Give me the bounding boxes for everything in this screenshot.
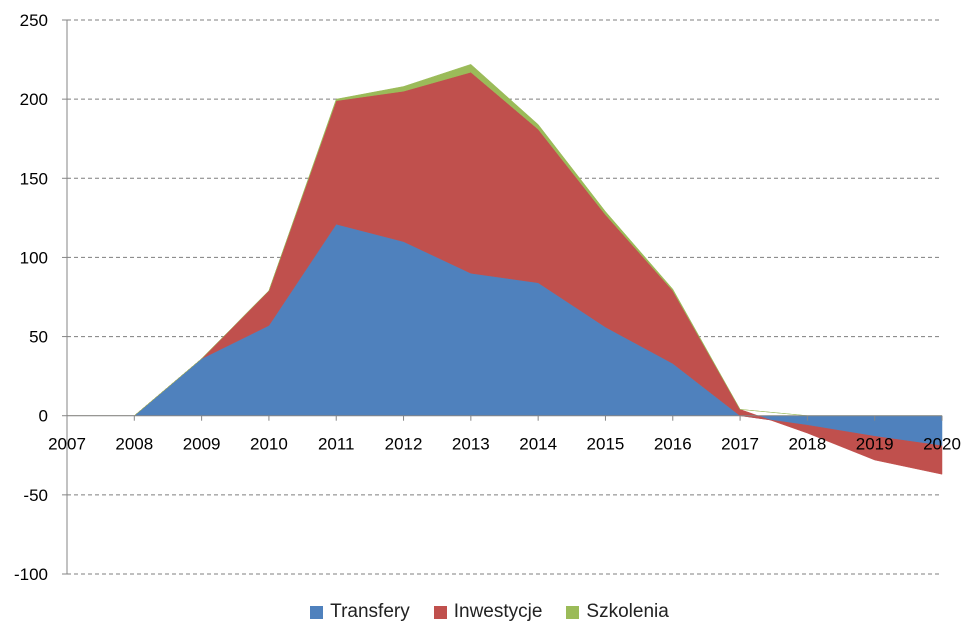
x-tick-label-4: 2011	[318, 435, 355, 454]
legend-swatch-inwestycje	[433, 605, 447, 619]
y-tick-label-5: 150	[20, 169, 48, 188]
x-tick-label-9: 2016	[654, 435, 692, 454]
legend-swatch-transfery	[310, 605, 324, 619]
y-tick-label-7: 250	[20, 11, 48, 30]
legend-item-inwestycje: Inwestycje	[433, 601, 543, 623]
x-tick-label-0: 2007	[48, 435, 86, 454]
x-tick-label-10: 2017	[721, 435, 759, 454]
legend-label-szkolenia: Szkolenia	[586, 601, 669, 622]
x-tick-label-7: 2014	[519, 435, 557, 454]
y-tick-label-0: -100	[14, 565, 48, 584]
legend-label-inwestycje: Inwestycje	[453, 601, 543, 622]
x-tick-label-11: 2018	[788, 435, 826, 454]
x-tick-label-5: 2012	[385, 435, 423, 454]
legend-item-szkolenia: Szkolenia	[566, 601, 669, 623]
legend: Transfery Inwestycje Szkolenia	[0, 598, 979, 626]
y-tick-label-6: 200	[20, 90, 48, 109]
x-tick-label-1: 2008	[115, 435, 153, 454]
x-tick-label-12: 2019	[856, 435, 894, 454]
x-tick-label-13: 2020	[923, 435, 961, 454]
legend-item-transfery: Transfery	[310, 601, 410, 623]
y-tick-label-2: 0	[39, 407, 48, 426]
legend-swatch-szkolenia	[566, 605, 580, 619]
legend-label-transfery: Transfery	[330, 601, 410, 622]
x-tick-label-3: 2010	[250, 435, 288, 454]
x-tick-label-2: 2009	[183, 435, 221, 454]
area-szkolenia	[67, 64, 942, 416]
x-tick-label-6: 2013	[452, 435, 490, 454]
x-tick-label-8: 2015	[587, 435, 625, 454]
y-tick-label-1: -50	[23, 486, 48, 505]
y-tick-label-4: 100	[20, 248, 48, 267]
y-tick-label-3: 50	[29, 328, 48, 347]
